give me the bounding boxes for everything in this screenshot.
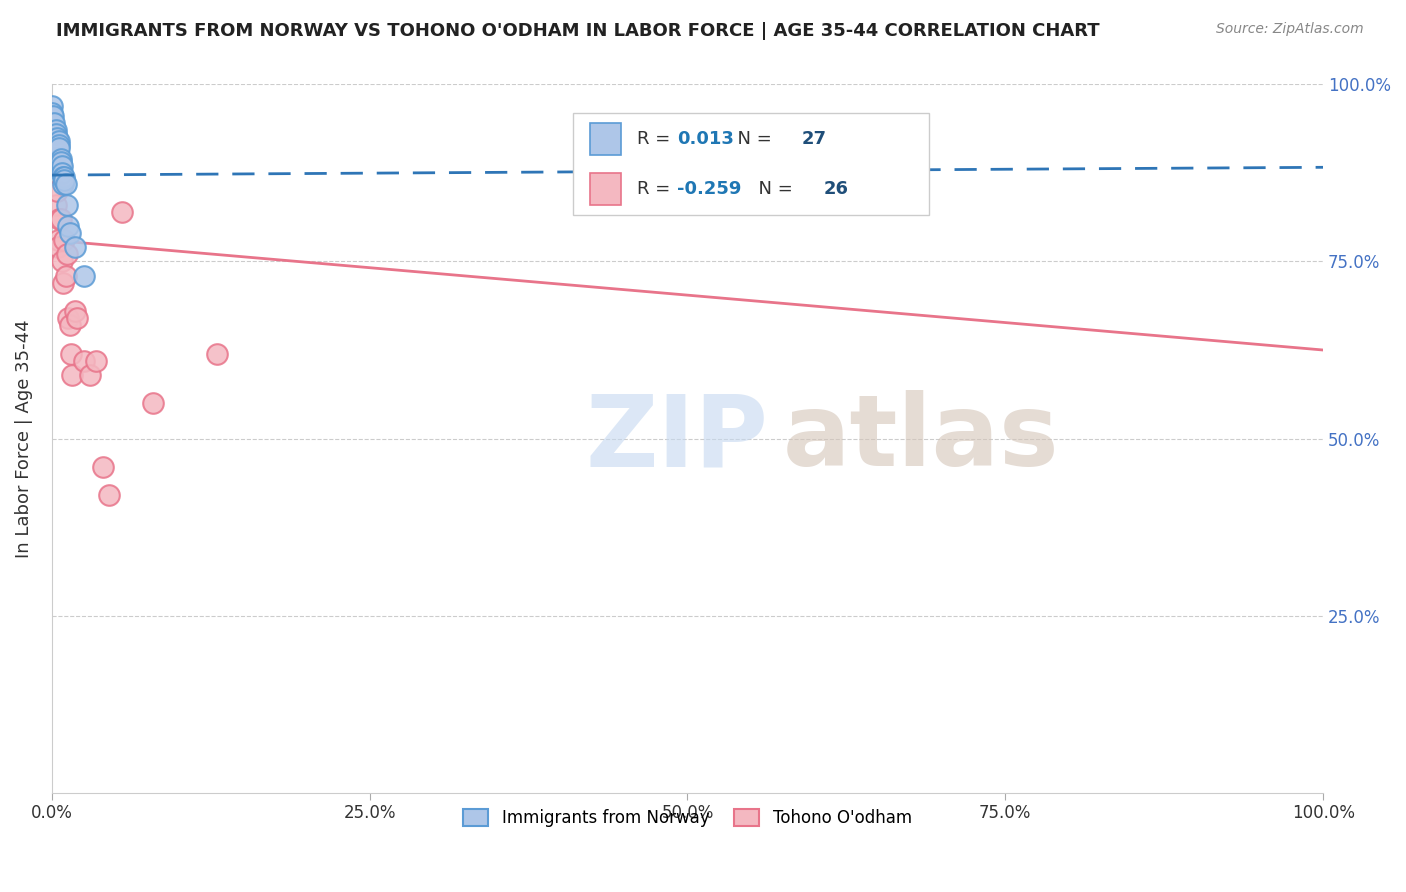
Point — [58, 318, 80, 333]
Text: 26: 26 — [824, 180, 848, 198]
Point — [52, 276, 75, 290]
Point — [51, 254, 73, 268]
Point — [56, 247, 79, 261]
Point — [97, 488, 120, 502]
Bar — [589, 123, 621, 155]
Point — [51, 166, 73, 180]
Y-axis label: In Labor Force | Age 35-44: In Labor Force | Age 35-44 — [15, 319, 32, 558]
Point — [48, 137, 70, 152]
Point — [111, 205, 134, 219]
Point — [53, 169, 76, 184]
Point — [52, 177, 75, 191]
Point — [55, 177, 77, 191]
Point — [63, 304, 86, 318]
Point — [45, 137, 67, 152]
Point — [53, 233, 76, 247]
Point — [46, 233, 69, 247]
Point — [58, 311, 80, 326]
Point — [79, 368, 101, 382]
Point — [91, 459, 114, 474]
Point — [52, 169, 75, 184]
FancyBboxPatch shape — [574, 112, 929, 216]
Point — [60, 368, 83, 382]
Point — [48, 141, 70, 155]
Point — [46, 240, 69, 254]
Legend: Immigrants from Norway, Tohono O'odham: Immigrants from Norway, Tohono O'odham — [457, 803, 918, 834]
Point — [49, 152, 72, 166]
Text: -0.259: -0.259 — [678, 180, 741, 198]
Point — [45, 198, 67, 212]
Point — [58, 226, 80, 240]
Text: Source: ZipAtlas.com: Source: ZipAtlas.com — [1216, 22, 1364, 37]
Text: IMMIGRANTS FROM NORWAY VS TOHONO O'ODHAM IN LABOR FORCE | AGE 35-44 CORRELATION : IMMIGRANTS FROM NORWAY VS TOHONO O'ODHAM… — [56, 22, 1099, 40]
Point — [84, 353, 107, 368]
Point — [49, 155, 72, 169]
Point — [59, 346, 82, 360]
Point — [53, 173, 76, 187]
Point — [41, 98, 63, 112]
Point — [45, 123, 67, 137]
Point — [56, 198, 79, 212]
Point — [51, 159, 73, 173]
Bar — [589, 173, 621, 205]
Point — [42, 155, 65, 169]
Point — [48, 212, 70, 227]
Point — [66, 311, 89, 326]
Point — [46, 141, 69, 155]
Point — [45, 130, 67, 145]
Point — [48, 134, 70, 148]
Text: 27: 27 — [801, 130, 827, 148]
Text: atlas: atlas — [783, 390, 1060, 487]
Text: N =: N = — [725, 130, 778, 148]
Point — [45, 184, 67, 198]
Point — [44, 116, 66, 130]
Point — [63, 240, 86, 254]
Point — [45, 127, 67, 141]
Point — [42, 109, 65, 123]
Text: ZIP: ZIP — [586, 390, 769, 487]
Point — [72, 268, 94, 283]
Point — [46, 145, 69, 159]
Text: R =: R = — [637, 130, 676, 148]
Point — [49, 212, 72, 227]
Point — [142, 396, 165, 410]
Text: N =: N = — [747, 180, 799, 198]
Point — [41, 105, 63, 120]
Point — [55, 268, 77, 283]
Point — [72, 353, 94, 368]
Point — [58, 219, 80, 233]
Text: 0.013: 0.013 — [678, 130, 734, 148]
Point — [205, 346, 228, 360]
Text: R =: R = — [637, 180, 676, 198]
